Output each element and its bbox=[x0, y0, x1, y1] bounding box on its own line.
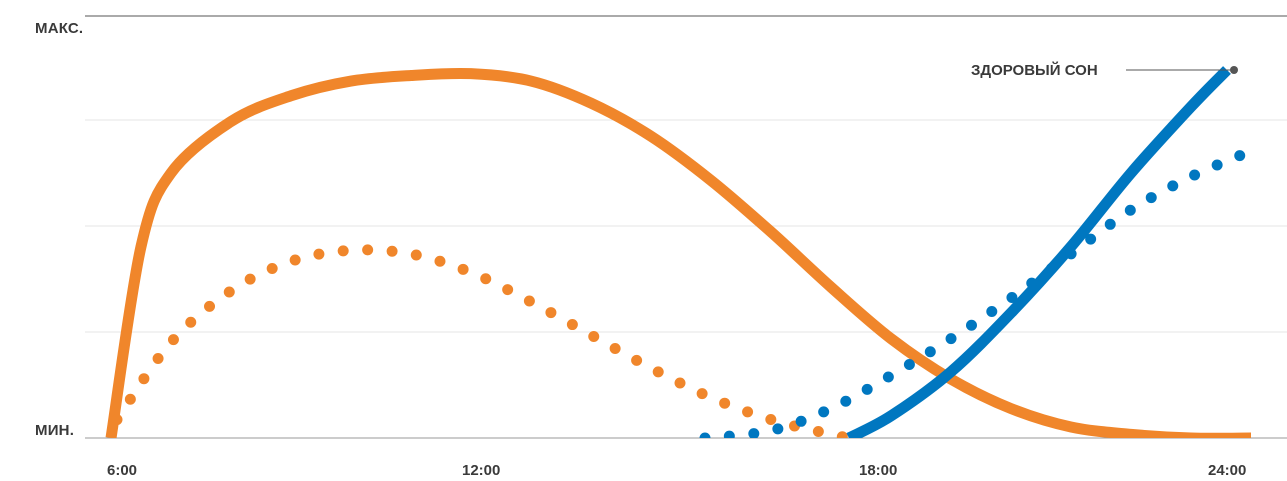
y-label-max: МАКС. bbox=[35, 20, 84, 37]
annotation-dot bbox=[1230, 66, 1238, 74]
y-label-min: МИН. bbox=[35, 422, 75, 439]
series-line-solid-2 bbox=[846, 66, 1231, 438]
x-tick-label: 24:00 bbox=[1208, 462, 1247, 479]
x-tick-label: 18:00 bbox=[859, 462, 898, 479]
series-line-solid-0 bbox=[105, 67, 1251, 438]
series-line-dotted-1 bbox=[111, 244, 855, 438]
x-tick-label: 6:00 bbox=[107, 462, 138, 479]
series-line-dotted-3 bbox=[699, 145, 1257, 438]
x-tick-label: 12:00 bbox=[462, 462, 501, 479]
annotation-label: ЗДОРОВЫЙ СОН bbox=[971, 62, 1098, 79]
series-group bbox=[105, 66, 1257, 438]
